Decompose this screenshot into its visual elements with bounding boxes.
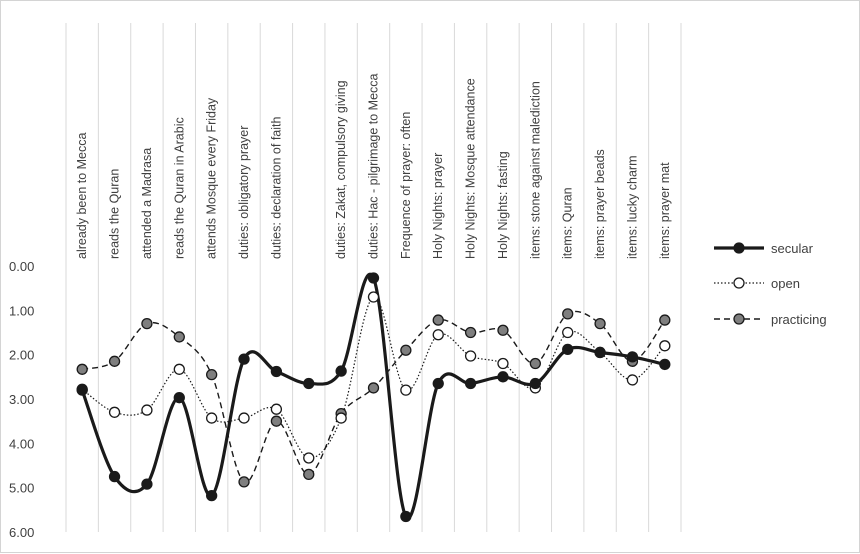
data-point-secular — [659, 358, 671, 371]
data-point-practicing — [367, 382, 380, 394]
data-point-secular — [303, 377, 315, 390]
data-point-open — [206, 412, 218, 424]
x-tick-label: items: Quran — [561, 187, 575, 259]
y-axis: 0.00 1.00 2.00 3.00 4.00 5.00 6.00 — [9, 259, 34, 540]
legend-marker-practicing — [733, 313, 745, 325]
data-point-practicing — [659, 314, 671, 326]
y-tick-label: 6.00 — [9, 525, 34, 540]
x-tick-label: duties: Hac - pilgrimage to Mecca — [367, 73, 381, 259]
data-point-secular — [335, 365, 347, 377]
x-tick-label: Holy Nights: fasting — [496, 151, 510, 259]
x-tick-label: Holy Nights: prayer — [431, 153, 445, 259]
data-point-secular — [464, 377, 477, 390]
data-point-secular — [529, 377, 541, 390]
data-point-practicing — [141, 317, 153, 330]
data-point-open — [659, 340, 671, 352]
data-point-open — [432, 329, 444, 341]
data-point-open — [108, 406, 121, 418]
data-point-secular — [367, 272, 380, 284]
data-point-practicing — [238, 476, 250, 488]
y-tick-label: 1.00 — [9, 303, 34, 318]
data-point-practicing — [594, 317, 606, 330]
series-line-practicing — [82, 310, 666, 483]
x-tick-label: duties: Zakat, compulsory giving — [334, 80, 348, 259]
data-point-practicing — [497, 324, 509, 336]
series-line-secular — [80, 272, 666, 520]
x-tick-label: already been to Mecca — [75, 132, 89, 259]
data-point-practicing — [76, 363, 88, 375]
data-point-secular — [562, 343, 574, 355]
y-tick-label: 4.00 — [9, 436, 34, 451]
data-point-open — [270, 403, 283, 415]
data-point-secular — [76, 384, 88, 396]
data-point-secular — [497, 371, 509, 383]
y-tick-label: 3.00 — [9, 392, 34, 407]
x-axis: already been to Mecca reads the Quran atte… — [75, 73, 672, 259]
x-tick-label: reads the Quran in Arabic — [172, 117, 186, 259]
data-point-practicing — [206, 368, 218, 381]
x-tick-label: items: stone against malediction — [528, 81, 542, 259]
y-tick-label: 5.00 — [9, 481, 34, 496]
data-point-secular — [141, 478, 153, 490]
x-tick-label: items: prayer mat — [658, 162, 672, 259]
data-point-open — [626, 374, 639, 386]
data-point-open — [497, 357, 509, 370]
data-point-secular — [108, 470, 121, 483]
data-point-open — [173, 363, 185, 375]
data-point-practicing — [464, 326, 477, 339]
series-lines — [80, 272, 666, 520]
x-tick-label: reads the Quran — [108, 169, 122, 259]
data-point-secular — [206, 489, 218, 502]
legend-label-secular: secular — [771, 241, 814, 256]
y-tick-label: 0.00 — [9, 259, 34, 274]
data-point-practicing — [529, 357, 541, 370]
data-point-open — [141, 404, 153, 416]
data-point-secular — [173, 392, 185, 404]
x-tick-label: duties: obligatory prayer — [237, 126, 251, 259]
data-point-open — [400, 384, 412, 396]
data-point-practicing — [173, 331, 185, 343]
series-line-open — [81, 296, 666, 459]
legend-label-practicing: practicing — [771, 312, 827, 327]
data-point-practicing — [432, 314, 444, 326]
gridlines — [65, 23, 682, 532]
data-point-practicing — [303, 468, 315, 481]
data-point-secular — [594, 346, 606, 359]
data-point-secular — [400, 510, 412, 523]
x-tick-label: items: lucky charm — [625, 156, 639, 260]
data-point-practicing — [562, 308, 574, 320]
data-point-secular — [270, 365, 283, 378]
series-markers — [76, 272, 671, 523]
data-point-secular — [238, 353, 250, 365]
x-tick-label: duties: declaration of faith — [269, 117, 283, 259]
data-point-secular — [432, 377, 444, 390]
data-point-open — [464, 350, 477, 362]
x-tick-label: attends Mosque every Friday — [205, 97, 219, 259]
data-point-open — [335, 412, 347, 424]
legend-marker-open — [733, 277, 745, 289]
legend-marker-secular — [733, 242, 745, 254]
legend: secular open practicing — [714, 241, 827, 327]
data-point-open — [303, 452, 315, 464]
data-point-open — [562, 326, 574, 339]
x-tick-label: Frequence of prayer: often — [399, 112, 413, 259]
data-point-practicing — [400, 344, 412, 356]
x-tick-label: Holy Nights: Mosque attendance — [464, 78, 478, 259]
y-tick-label: 2.00 — [9, 348, 34, 363]
data-point-secular — [626, 351, 639, 363]
data-point-open — [367, 291, 380, 303]
data-point-open — [238, 412, 250, 424]
x-tick-label: attended a Madrasa — [140, 148, 154, 259]
data-point-practicing — [270, 415, 283, 427]
data-point-practicing — [108, 355, 121, 367]
legend-label-open: open — [771, 276, 800, 291]
x-tick-label: items: prayer beads — [593, 149, 607, 259]
